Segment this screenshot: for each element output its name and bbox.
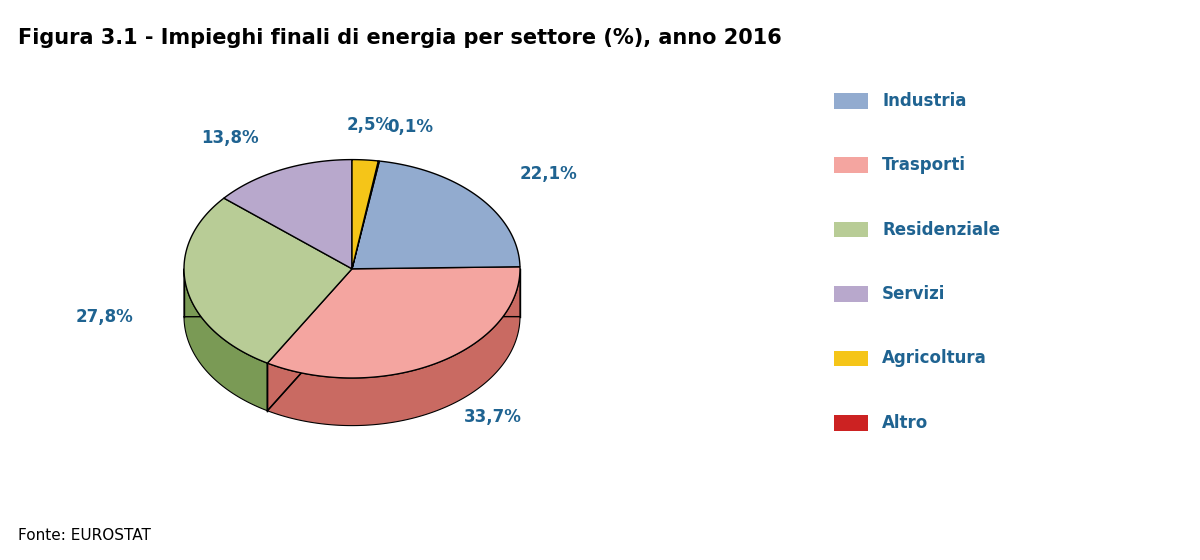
Text: 2,5%: 2,5% bbox=[347, 116, 392, 134]
Text: 27,8%: 27,8% bbox=[76, 308, 133, 326]
Polygon shape bbox=[352, 160, 378, 269]
Text: Agricoltura: Agricoltura bbox=[882, 349, 986, 367]
Text: 22,1%: 22,1% bbox=[520, 166, 577, 184]
Text: 0,1%: 0,1% bbox=[388, 118, 433, 136]
Text: Industria: Industria bbox=[882, 92, 966, 110]
Polygon shape bbox=[268, 267, 520, 378]
Text: Trasporti: Trasporti bbox=[882, 156, 966, 174]
Polygon shape bbox=[184, 198, 352, 363]
Polygon shape bbox=[352, 161, 520, 269]
Text: Figura 3.1 - Impieghi finali di energia per settore (%), anno 2016: Figura 3.1 - Impieghi finali di energia … bbox=[18, 28, 781, 48]
Polygon shape bbox=[184, 269, 268, 410]
Polygon shape bbox=[224, 160, 352, 269]
Text: Servizi: Servizi bbox=[882, 285, 946, 303]
Text: Residenziale: Residenziale bbox=[882, 221, 1000, 239]
Text: 13,8%: 13,8% bbox=[202, 129, 259, 147]
Text: 33,7%: 33,7% bbox=[464, 408, 522, 426]
Polygon shape bbox=[268, 269, 520, 426]
Text: Altro: Altro bbox=[882, 414, 929, 432]
Polygon shape bbox=[352, 161, 379, 269]
Text: Fonte: EUROSTAT: Fonte: EUROSTAT bbox=[18, 528, 151, 543]
